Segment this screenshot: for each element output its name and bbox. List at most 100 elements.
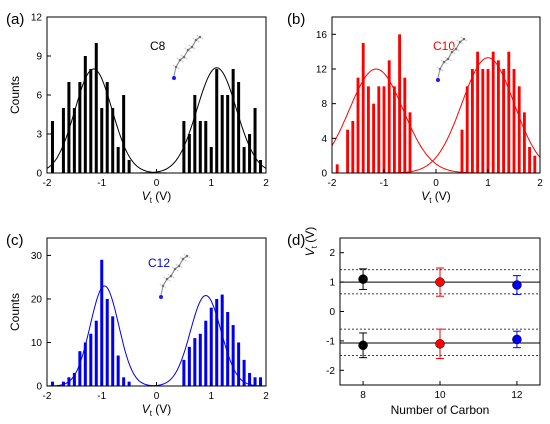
histogram-bar [67, 82, 71, 173]
molecule-atom [179, 256, 182, 259]
histogram-bar [83, 342, 87, 386]
y-tick-label: 0 [36, 169, 42, 180]
x-axis-label: Vt (V) [142, 402, 172, 418]
molecule-bond [437, 68, 441, 79]
histogram-bar [100, 108, 104, 173]
histogram-bar [382, 86, 386, 173]
histogram-bar [187, 134, 191, 173]
histogram-bar [528, 147, 532, 173]
histogram-bar [209, 307, 213, 386]
molecule-atom [190, 45, 194, 49]
molecule-atom [193, 47, 196, 50]
molecule-atom [169, 274, 173, 278]
molecule-atom [440, 59, 443, 62]
molecule-atom [168, 279, 171, 282]
molecule-atom [182, 55, 186, 59]
histogram-bar [215, 298, 219, 386]
molecule-atom [198, 35, 202, 39]
y-tick-label: 3 [36, 130, 42, 141]
y-tick-label: 12 [31, 13, 43, 24]
molecule-atom [189, 50, 192, 53]
histogram-bar [259, 160, 263, 173]
molecule-atom [460, 36, 463, 39]
molecule-atom [172, 276, 175, 279]
y-tick-label: -1 [326, 336, 335, 347]
molecule-icon [159, 253, 191, 299]
molecule-bond [173, 66, 177, 77]
molecule-atom [436, 66, 439, 69]
y-tick-label: 8 [321, 99, 327, 110]
histogram-bar [403, 77, 407, 173]
x-tick-label: 8 [360, 390, 366, 401]
molecule-atom [458, 40, 462, 44]
x-tick-label: -1 [97, 178, 106, 189]
molecule-bond [160, 285, 164, 296]
molecule-chain [175, 36, 201, 68]
data-point [435, 339, 445, 349]
molecule-atom [177, 264, 181, 268]
x-tick-label: 0 [154, 391, 160, 402]
molecule-atom [181, 60, 184, 63]
y-tick-label: 4 [321, 134, 327, 145]
histogram-bar [481, 69, 485, 173]
molecule-atom [183, 253, 186, 256]
y-tick-label: 16 [316, 30, 328, 41]
histogram-bar [248, 134, 252, 173]
y-axis-label: Counts [8, 76, 22, 114]
molecule-atom [164, 286, 167, 289]
molecule-atom [465, 39, 468, 42]
histogram-bar [242, 147, 246, 173]
histogram-bar [356, 77, 360, 173]
molecule-atom [186, 48, 190, 52]
histogram-bar [122, 95, 126, 173]
molecule-atom [180, 54, 183, 57]
molecule-atom [165, 277, 169, 281]
histogram-bar [50, 121, 54, 173]
histogram-bar [486, 69, 490, 173]
x-tick-label: -1 [380, 178, 389, 189]
histogram-bar [253, 108, 257, 173]
molecule-atom [185, 57, 188, 60]
histogram-bar [231, 69, 235, 173]
histogram-bar [259, 377, 263, 386]
molecule-atom [441, 69, 444, 72]
histogram-bar [116, 147, 120, 173]
histogram-bar [361, 43, 365, 173]
x-axis-label: Vt (V) [142, 189, 172, 205]
molecule-atom [175, 263, 178, 266]
histogram-bar [78, 351, 82, 386]
histogram-bar [61, 381, 65, 386]
histogram-bar [470, 69, 474, 173]
histogram-bar [61, 108, 65, 173]
y-tick-label: 0 [321, 169, 327, 180]
molecule-atom [188, 44, 191, 47]
molecule-atom [176, 269, 179, 272]
y-tick-label: 6 [36, 91, 42, 102]
x-tick-label: 10 [434, 390, 446, 401]
molecule-label: C10 [433, 39, 455, 53]
histogram-bar [198, 333, 202, 386]
histogram-bar [460, 129, 464, 173]
x-tick-label: 1 [485, 178, 491, 189]
x-axis-label: Number of Carbon [391, 403, 490, 417]
histogram-bar [372, 103, 376, 173]
molecule-atom [450, 50, 454, 54]
histogram-bar [377, 86, 381, 173]
molecule-atom [194, 38, 198, 42]
panel-label: (a) [6, 11, 24, 28]
histogram-bar [231, 325, 235, 386]
y-axis-label: Counts [8, 293, 22, 331]
panel-label: (b) [287, 11, 305, 28]
histogram-bar [512, 69, 516, 173]
histogram-bar [72, 108, 76, 173]
histogram-bar [94, 43, 98, 173]
histogram-bar [476, 51, 480, 173]
molecule-atom [456, 39, 459, 42]
molecule-atom [201, 37, 204, 40]
histogram-bar [237, 82, 241, 173]
histogram-bar [237, 342, 241, 386]
molecule-atom [172, 64, 175, 67]
histogram-bar [215, 69, 219, 173]
